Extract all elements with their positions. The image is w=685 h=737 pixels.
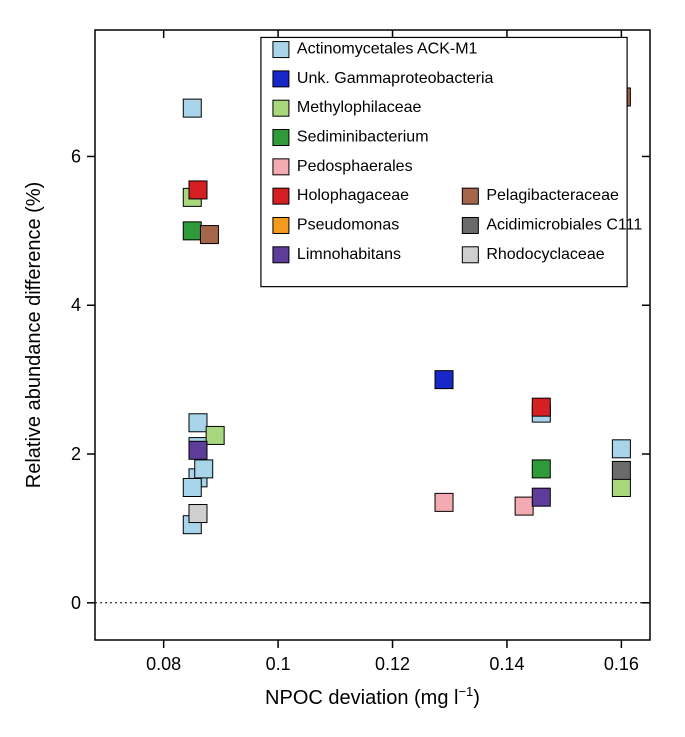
legend-swatch [273,42,289,58]
data-point [183,222,201,240]
x-tick-label: 0.08 [146,654,181,674]
data-point [612,479,630,497]
data-point [435,371,453,389]
x-tick-label: 0.1 [266,654,291,674]
legend-label: Holophagaceae [297,187,409,204]
y-tick-label: 2 [71,444,81,464]
legend-swatch [462,247,478,263]
legend-label: Unk. Gammaproteobacteria [297,70,494,87]
data-point [183,479,201,497]
legend-label: Methylophilaceae [297,99,422,116]
data-point [189,505,207,523]
y-axis-label: Relative abundance difference (%) [23,182,45,488]
legend-label: Pseudomonas [297,216,399,233]
data-point [189,181,207,199]
data-point [189,441,207,459]
data-point [200,226,218,244]
legend-swatch [462,217,478,233]
data-point [532,488,550,506]
legend-label: Rhodocyclaceae [486,246,604,263]
legend-label: Pedosphaerales [297,158,413,175]
data-point [532,460,550,478]
legend-label: Limnohabitans [297,246,401,263]
legend-label: Acidimicrobiales C111 [486,216,642,233]
legend-label: Pelagibacteraceae [486,187,619,204]
y-tick-label: 0 [71,593,81,613]
x-axis-label: NPOC deviation (mg l−1) [265,684,480,709]
legend-swatch [273,71,289,87]
x-tick-label: 0.14 [489,654,524,674]
legend-swatch [273,188,289,204]
data-point [515,497,533,515]
legend-label: Sediminibacterium [297,129,429,146]
legend-swatch [273,217,289,233]
data-point [435,493,453,511]
legend-swatch [273,100,289,116]
x-tick-label: 0.16 [604,654,639,674]
data-point [183,99,201,117]
y-tick-label: 6 [71,146,81,166]
legend-label: Actinomycetales ACK-M1 [297,41,478,58]
scatter-chart: 0.08 0.1 0.12 0.14 0.16 0 2 4 6 NPOC deviation (m… [0,0,685,737]
data-point [206,426,224,444]
data-point [612,461,630,479]
data-point [532,398,550,416]
data-point [612,440,630,458]
data-point [195,460,213,478]
legend-swatch [273,130,289,146]
legend-swatch [273,159,289,175]
y-tick-label: 4 [71,295,81,315]
x-tick-label: 0.12 [375,654,410,674]
data-point [189,414,207,432]
legend-swatch [273,247,289,263]
legend-swatch [462,188,478,204]
